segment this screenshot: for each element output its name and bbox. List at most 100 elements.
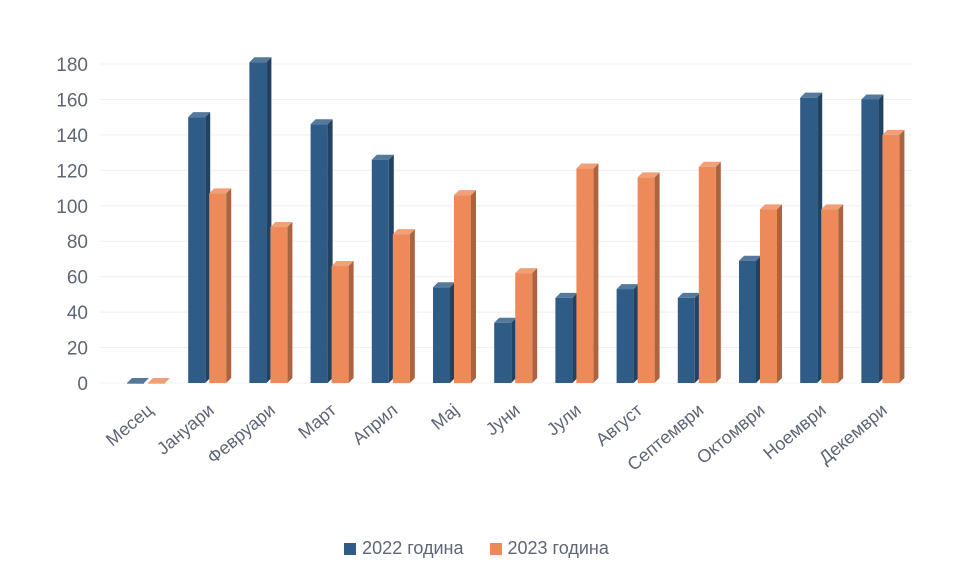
bar-front — [637, 177, 655, 383]
bar-side — [899, 129, 905, 383]
x-tick-label: Август — [592, 400, 646, 450]
bar-2023 — [515, 268, 538, 383]
bar-front — [739, 260, 756, 383]
bar-front — [861, 99, 879, 383]
legend-item-2022: 2022 година — [344, 538, 464, 559]
bar-top — [739, 255, 761, 261]
bar-top — [249, 57, 272, 63]
bar-top — [616, 284, 639, 290]
legend-swatch-2022 — [344, 542, 357, 555]
bar-top — [270, 222, 293, 228]
legend: 2022 година 2023 година — [0, 538, 953, 559]
bar-front — [148, 383, 165, 384]
bar-side — [572, 292, 578, 383]
bar-top — [392, 229, 415, 235]
bar-side — [715, 161, 721, 383]
y-tick-label: 140 — [56, 126, 88, 147]
bar-side — [511, 317, 517, 383]
gridlines — [100, 63, 912, 384]
bar-top — [555, 292, 578, 298]
x-tick-label: Јуни — [482, 400, 524, 440]
bar-top — [800, 92, 823, 98]
bar-side — [838, 204, 844, 383]
bar-side — [348, 261, 354, 383]
y-tick-label: 100 — [56, 197, 88, 218]
bar-top — [188, 112, 211, 118]
x-tick-label: Март — [294, 400, 340, 443]
legend-swatch-2023 — [489, 542, 502, 555]
bar-front — [882, 134, 900, 383]
bar-front — [454, 195, 471, 383]
y-tick-label: 160 — [56, 90, 88, 111]
bar-2022 — [310, 119, 333, 383]
bar-side — [756, 255, 761, 383]
bar-side — [409, 229, 415, 383]
bar-2023 — [882, 129, 905, 383]
bar-side — [266, 57, 272, 383]
bar-front — [433, 287, 450, 383]
bar-side — [287, 222, 293, 383]
y-tick-label: 0 — [77, 374, 88, 395]
x-tick-label: Април — [348, 400, 401, 449]
bar-side — [654, 172, 660, 383]
x-tick-label: Октомври — [693, 400, 769, 468]
bar-front — [494, 322, 512, 383]
bar-front — [555, 297, 573, 383]
bar-front — [331, 266, 349, 383]
bar-2022 — [861, 94, 884, 383]
bar-side — [593, 163, 599, 383]
x-tick-label: Декември — [815, 400, 891, 468]
bar-2022 — [188, 112, 211, 384]
bar-2023 — [698, 161, 721, 383]
bars — [127, 57, 905, 384]
bar-top — [310, 119, 333, 125]
bar-side — [226, 188, 232, 383]
bar-2023 — [637, 172, 660, 383]
y-tick-label: 180 — [56, 55, 88, 76]
bar-top — [861, 94, 884, 100]
bar-2023 — [148, 378, 170, 384]
bar-front — [677, 297, 695, 383]
bar-front — [270, 227, 288, 383]
bar-front — [760, 209, 777, 383]
bar-front — [616, 289, 634, 383]
legend-item-2023: 2023 година — [489, 538, 609, 559]
bar-side — [205, 112, 211, 384]
bar-top — [882, 129, 905, 135]
bar-2022 — [371, 154, 394, 383]
bar-front — [698, 166, 716, 383]
bar-2023 — [209, 188, 232, 383]
bar-2023 — [821, 204, 844, 383]
bar-2023 — [331, 261, 354, 383]
x-tick-label: Јули — [543, 400, 585, 440]
bar-top — [433, 282, 455, 288]
bar-front — [127, 383, 144, 384]
y-tick-label: 60 — [67, 268, 88, 289]
bar-top — [698, 161, 721, 167]
bar-2022 — [127, 378, 149, 384]
bar-top — [371, 154, 394, 160]
bar-front — [392, 234, 410, 383]
bar-2022 — [677, 292, 700, 383]
y-tick-label: 20 — [67, 339, 88, 360]
bar-front — [249, 62, 267, 383]
bar-2022 — [616, 284, 639, 383]
bar-2023 — [760, 204, 782, 383]
bar-top — [677, 292, 700, 298]
bar-side — [450, 282, 455, 383]
bar-top — [127, 378, 149, 383]
bar-front — [188, 117, 206, 384]
bar-2022 — [800, 92, 823, 383]
y-tick-label: 120 — [56, 161, 88, 182]
bar-2023 — [576, 163, 599, 383]
bar-side — [327, 119, 333, 383]
bar-2022 — [433, 282, 455, 383]
bar-2023 — [454, 190, 476, 383]
bar-front — [371, 159, 389, 383]
bar-2022 — [249, 57, 272, 383]
bar-front — [821, 209, 839, 383]
bar-side — [878, 94, 884, 383]
